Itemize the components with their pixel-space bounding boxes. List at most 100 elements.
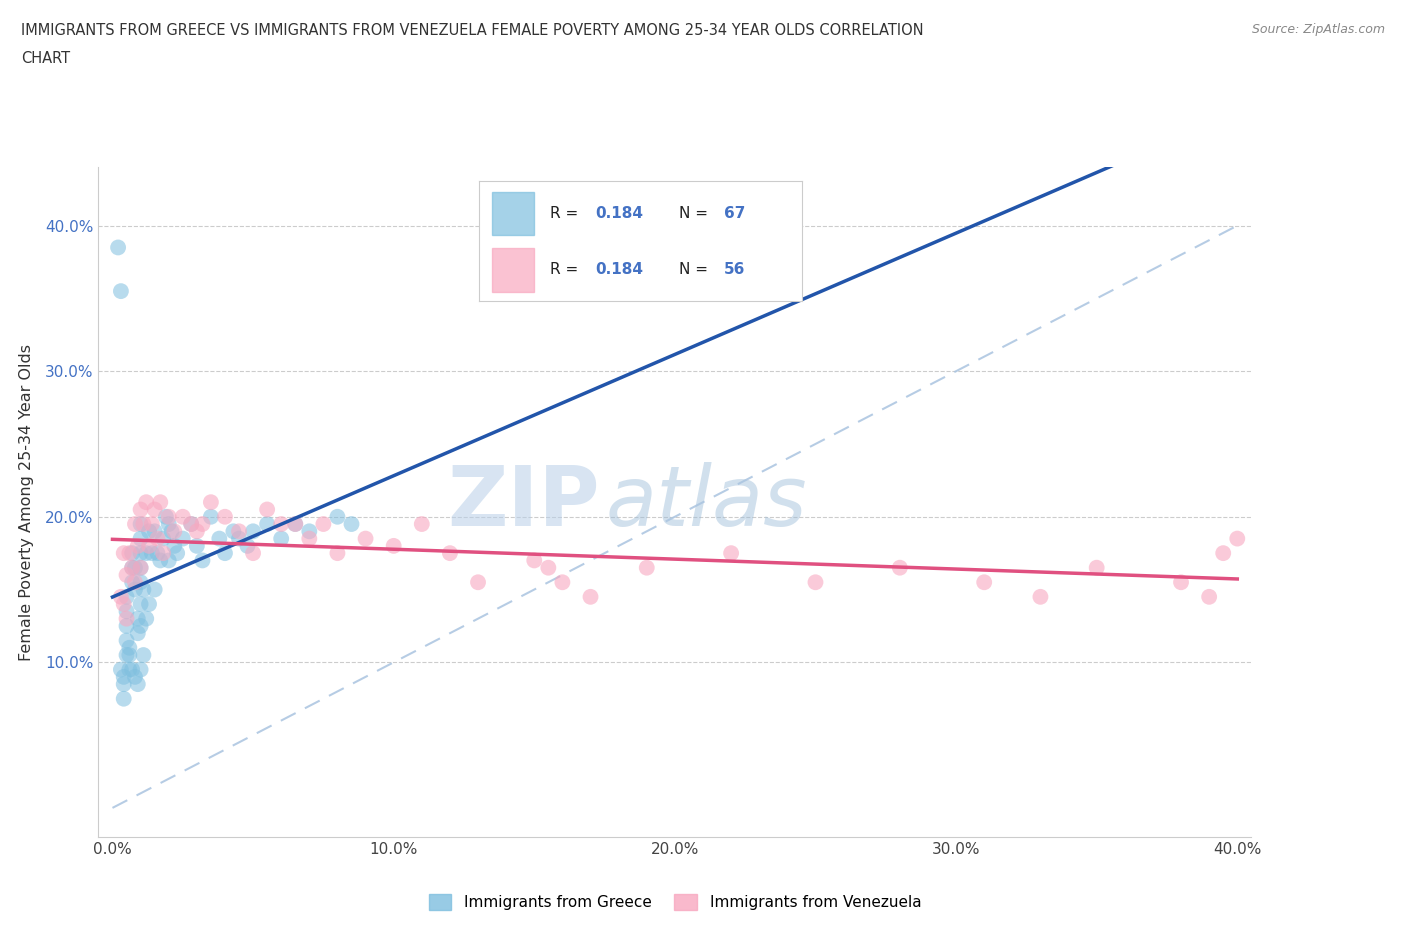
Immigrants from Greece: [127, 677, 149, 692]
Immigrants from Greece: [112, 670, 135, 684]
Immigrants from Venezuela: [214, 510, 236, 525]
Immigrants from Greece: [121, 662, 143, 677]
Immigrants from Greece: [163, 538, 186, 553]
Immigrants from Venezuela: [191, 516, 214, 531]
Immigrants from Venezuela: [1085, 560, 1108, 575]
Immigrants from Venezuela: [115, 567, 138, 582]
Immigrants from Greece: [228, 531, 250, 546]
Immigrants from Greece: [115, 590, 138, 604]
Immigrants from Greece: [143, 582, 166, 597]
Immigrants from Greece: [115, 618, 138, 633]
Immigrants from Venezuela: [112, 546, 135, 561]
Immigrants from Greece: [191, 553, 214, 568]
Immigrants from Greece: [256, 516, 278, 531]
Immigrants from Greece: [112, 691, 135, 706]
Immigrants from Venezuela: [157, 510, 180, 525]
Immigrants from Venezuela: [149, 495, 172, 510]
Immigrants from Venezuela: [186, 524, 208, 538]
Immigrants from Greece: [242, 524, 264, 538]
Immigrants from Greece: [121, 560, 143, 575]
Immigrants from Greece: [152, 531, 174, 546]
Immigrants from Venezuela: [146, 531, 169, 546]
Immigrants from Greece: [124, 582, 146, 597]
Immigrants from Greece: [129, 662, 152, 677]
Immigrants from Greece: [115, 604, 138, 618]
Immigrants from Greece: [129, 516, 152, 531]
Immigrants from Greece: [115, 633, 138, 648]
Immigrants from Venezuela: [143, 502, 166, 517]
Immigrants from Venezuela: [121, 560, 143, 575]
Immigrants from Greece: [172, 531, 194, 546]
Immigrants from Greece: [180, 516, 202, 531]
Immigrants from Greece: [157, 553, 180, 568]
Immigrants from Greece: [186, 538, 208, 553]
Immigrants from Venezuela: [124, 516, 146, 531]
Immigrants from Greece: [149, 553, 172, 568]
Immigrants from Venezuela: [172, 510, 194, 525]
Immigrants from Greece: [121, 546, 143, 561]
Immigrants from Venezuela: [112, 597, 135, 612]
Immigrants from Greece: [124, 670, 146, 684]
Immigrants from Greece: [132, 647, 155, 662]
Text: Source: ZipAtlas.com: Source: ZipAtlas.com: [1251, 23, 1385, 36]
Immigrants from Greece: [146, 546, 169, 561]
Immigrants from Venezuela: [354, 531, 377, 546]
Immigrants from Venezuela: [439, 546, 461, 561]
Immigrants from Venezuela: [523, 553, 546, 568]
Immigrants from Greece: [129, 597, 152, 612]
Immigrants from Greece: [129, 546, 152, 561]
Immigrants from Venezuela: [200, 495, 222, 510]
Immigrants from Venezuela: [467, 575, 489, 590]
Immigrants from Venezuela: [152, 546, 174, 561]
Immigrants from Venezuela: [256, 502, 278, 517]
Immigrants from Greece: [157, 516, 180, 531]
Immigrants from Venezuela: [228, 524, 250, 538]
Immigrants from Venezuela: [312, 516, 335, 531]
Immigrants from Venezuela: [1212, 546, 1234, 561]
Immigrants from Venezuela: [298, 531, 321, 546]
Immigrants from Venezuela: [973, 575, 995, 590]
Immigrants from Venezuela: [129, 502, 152, 517]
Immigrants from Venezuela: [551, 575, 574, 590]
Immigrants from Greece: [166, 546, 188, 561]
Text: ZIP: ZIP: [447, 461, 600, 543]
Immigrants from Greece: [270, 531, 292, 546]
Immigrants from Greece: [129, 575, 152, 590]
Immigrants from Greece: [214, 546, 236, 561]
Immigrants from Greece: [115, 647, 138, 662]
Immigrants from Venezuela: [537, 560, 560, 575]
Immigrants from Venezuela: [1226, 531, 1249, 546]
Immigrants from Venezuela: [135, 495, 157, 510]
Immigrants from Greece: [160, 524, 183, 538]
Immigrants from Venezuela: [129, 560, 152, 575]
Immigrants from Venezuela: [804, 575, 827, 590]
Immigrants from Greece: [112, 677, 135, 692]
Immigrants from Venezuela: [411, 516, 433, 531]
Text: CHART: CHART: [21, 51, 70, 66]
Text: atlas: atlas: [606, 461, 807, 543]
Immigrants from Venezuela: [1170, 575, 1192, 590]
Immigrants from Greece: [132, 582, 155, 597]
Immigrants from Greece: [118, 662, 141, 677]
Immigrants from Venezuela: [132, 516, 155, 531]
Immigrants from Greece: [298, 524, 321, 538]
Immigrants from Greece: [222, 524, 245, 538]
Immigrants from Greece: [155, 510, 177, 525]
Immigrants from Greece: [138, 597, 160, 612]
Immigrants from Venezuela: [141, 516, 163, 531]
Immigrants from Venezuela: [110, 590, 132, 604]
Immigrants from Greece: [127, 611, 149, 626]
Text: IMMIGRANTS FROM GREECE VS IMMIGRANTS FROM VENEZUELA FEMALE POVERTY AMONG 25-34 Y: IMMIGRANTS FROM GREECE VS IMMIGRANTS FRO…: [21, 23, 924, 38]
Immigrants from Venezuela: [163, 524, 186, 538]
Immigrants from Greece: [124, 560, 146, 575]
Immigrants from Greece: [107, 240, 129, 255]
Immigrants from Greece: [143, 524, 166, 538]
Immigrants from Venezuela: [115, 611, 138, 626]
Immigrants from Greece: [121, 575, 143, 590]
Immigrants from Greece: [118, 647, 141, 662]
Immigrants from Venezuela: [1198, 590, 1220, 604]
Immigrants from Venezuela: [270, 516, 292, 531]
Immigrants from Venezuela: [284, 516, 307, 531]
Immigrants from Greece: [118, 641, 141, 656]
Immigrants from Greece: [129, 560, 152, 575]
